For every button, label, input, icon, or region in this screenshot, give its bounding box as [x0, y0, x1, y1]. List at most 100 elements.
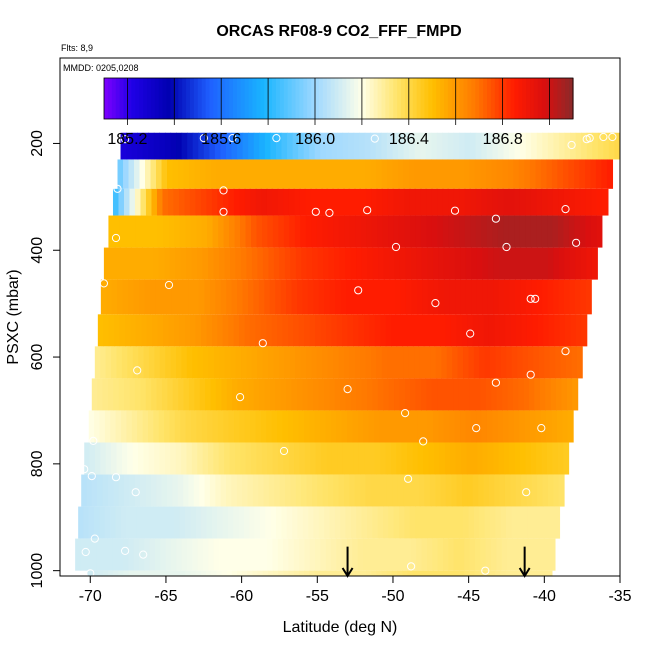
heatmap-cell [581, 132, 588, 160]
heatmap-cell [485, 378, 492, 411]
sample-point [537, 424, 546, 433]
heatmap-cell [188, 474, 195, 507]
heatmap-cell [341, 538, 348, 571]
heatmap-cell [486, 132, 493, 160]
heatmap-cell [210, 378, 217, 411]
heatmap-cell [374, 442, 381, 475]
heatmap-cell [248, 132, 255, 160]
heatmap-cell [388, 247, 396, 280]
heatmap-cell [282, 410, 289, 443]
heatmap-cell [118, 378, 125, 411]
heatmap-cell [198, 279, 205, 315]
heatmap-cell [413, 474, 420, 507]
heatmap-cell [340, 279, 347, 315]
heatmap-cell [277, 314, 284, 347]
heatmap-cell [467, 474, 474, 507]
heatmap-cell [522, 506, 528, 539]
heatmap-cell [359, 159, 366, 189]
heatmap-cell [257, 570, 264, 576]
heatmap-cell [283, 442, 290, 475]
colorbar-cell [428, 78, 433, 119]
heatmap-cell [433, 410, 440, 443]
heatmap-cell [136, 506, 143, 539]
heatmap-cell [241, 346, 248, 379]
heatmap-cell [235, 538, 241, 571]
heatmap-cell [267, 442, 274, 475]
heatmap-cell [367, 378, 374, 411]
heatmap-cell [509, 279, 516, 315]
colorbar-cell [447, 78, 453, 119]
y-tick-label: 400 [29, 237, 46, 264]
heatmap-cell [400, 538, 407, 571]
heatmap-cell [112, 188, 120, 216]
heatmap-cell [126, 506, 133, 539]
heatmap-cell [133, 279, 140, 315]
heatmap-cell [398, 188, 406, 216]
heatmap-cell [499, 474, 506, 507]
heatmap-cell [493, 247, 500, 280]
heatmap-cell [224, 442, 231, 475]
heatmap-cell [358, 442, 365, 475]
sample-point [585, 134, 594, 143]
heatmap-cell [423, 442, 430, 475]
heatmap-cell [366, 215, 373, 248]
heatmap-cell [121, 410, 128, 443]
heatmap-cell [106, 279, 113, 315]
heatmap-cell [553, 247, 560, 280]
heatmap-cell [174, 215, 181, 248]
heatmap-cell [409, 215, 417, 248]
heatmap-cell [342, 442, 349, 475]
heatmap-cell [433, 570, 439, 576]
heatmap-cell [117, 279, 124, 315]
heatmap-cell [347, 538, 353, 571]
heatmap-cell [305, 215, 312, 248]
heatmap-cell [444, 279, 451, 315]
heatmap-cell [191, 410, 197, 443]
heatmap-cell [251, 247, 258, 280]
sample-point [502, 242, 511, 252]
heatmap-cell [370, 159, 377, 189]
colorbar-cell [232, 78, 238, 119]
heatmap-cell [240, 538, 247, 571]
heatmap-cell [527, 506, 534, 539]
heatmap-cell [278, 346, 285, 379]
heatmap-cell [222, 506, 229, 539]
heatmap-cell [390, 410, 397, 443]
heatmap-cell [272, 442, 279, 475]
heatmap-cell [503, 442, 510, 475]
heatmap-cell [322, 346, 329, 379]
heatmap-cell [397, 159, 405, 189]
heatmap-cell [226, 570, 233, 576]
heatmap-cell [156, 159, 163, 189]
heatmap-cell [96, 538, 103, 571]
heatmap-cell [404, 188, 411, 216]
heatmap-cell [266, 410, 273, 443]
heatmap-cell [347, 442, 354, 475]
heatmap-cell [558, 247, 565, 280]
heatmap-cell [376, 474, 383, 507]
colorbar-cell [217, 78, 222, 119]
heatmap-cell [386, 132, 394, 160]
heatmap-cell [302, 279, 309, 315]
heatmap-cell [530, 410, 537, 443]
heatmap-cell [360, 474, 367, 507]
heatmap-cell [218, 442, 225, 475]
heatmap-cell [273, 570, 279, 576]
heatmap-cell [83, 506, 90, 539]
heatmap-cell [113, 474, 120, 507]
heatmap-cell [165, 346, 172, 379]
heatmap-cell [233, 506, 240, 539]
heatmap-cell [124, 378, 131, 411]
heatmap-cell [136, 247, 143, 280]
heatmap-cell [87, 570, 93, 576]
heatmap-cell [551, 410, 558, 443]
heatmap-cell [542, 474, 549, 507]
heatmap-cell [477, 442, 484, 475]
heatmap-cell [346, 279, 353, 315]
heatmap-cell [555, 346, 562, 379]
heatmap-cell [391, 570, 398, 576]
colorbar-cell [287, 78, 293, 119]
heatmap-cell [460, 442, 467, 475]
colorbar-cell [483, 78, 488, 119]
heatmap-cell [492, 410, 499, 443]
